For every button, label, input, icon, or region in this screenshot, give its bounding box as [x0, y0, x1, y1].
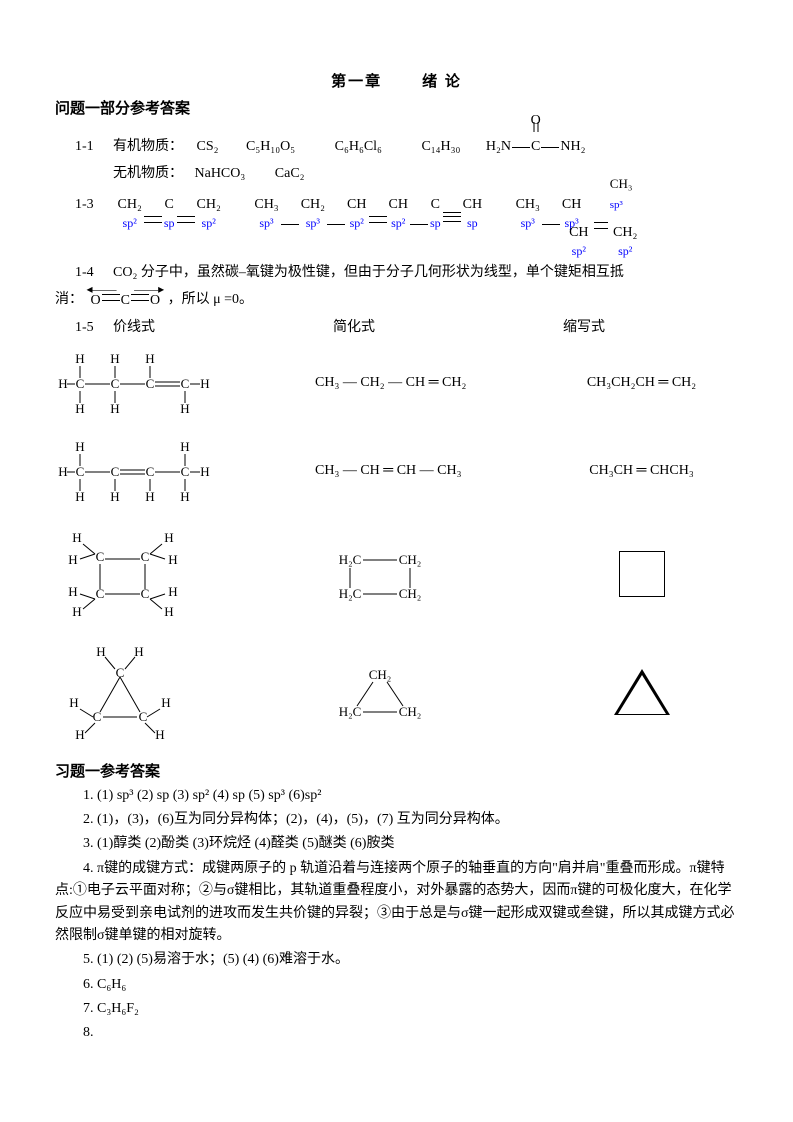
svg-text:C: C	[76, 464, 85, 479]
svg-text:H: H	[164, 604, 173, 619]
svg-text:H: H	[180, 401, 189, 416]
ex-4: 4. π键的成键方式：成键两原子的 p 轨道沿着与连接两个原子的轴垂直的方向"肩…	[55, 858, 738, 948]
svg-text:CH₂: CH₂	[369, 667, 392, 682]
ex-6: 6. C₆H₆	[55, 974, 738, 996]
q1-1-inorganic: 无机物质： NaHCO₃ CaC₂	[113, 163, 738, 184]
svg-text:H: H	[75, 401, 84, 416]
svg-text:H: H	[180, 439, 189, 454]
svg-text:H: H	[75, 489, 84, 504]
q1-3: 1-3 CH₂sp² Csp CH₂sp² CH₃sp³ CH₂sp³ CHsp…	[55, 194, 738, 232]
svg-text:H: H	[72, 604, 81, 619]
svg-text:CH₂: CH₂	[399, 552, 422, 567]
svg-text:H: H	[69, 695, 78, 710]
svg-text:H: H	[134, 647, 143, 659]
svg-text:H: H	[110, 489, 119, 504]
ex-8: 8.	[55, 1022, 738, 1044]
svg-text:C: C	[96, 586, 105, 601]
ex-5: 5. (1) (2) (5)易溶于水；(5) (4) (6)难溶于水。	[55, 949, 738, 971]
svg-text:H: H	[58, 376, 67, 391]
triangle-icon	[614, 669, 670, 715]
q1-5-labels: 1-5 价线式 简化式 缩写式	[55, 317, 738, 338]
svg-text:H₂C: H₂C	[339, 704, 362, 719]
svg-text:C: C	[181, 376, 190, 391]
svg-text:H₂C: H₂C	[339, 552, 362, 567]
cyclobutane-full: CCCC HHHH HHHH	[55, 524, 205, 629]
urea-structure: O H₂NCNH₂	[486, 136, 586, 157]
svg-text:C: C	[141, 549, 150, 564]
svg-text:C: C	[146, 464, 155, 479]
svg-text:C: C	[111, 376, 120, 391]
row-b: HH CCCC HH HHHH CH₃ — CH ═ CH — CH₃ CH₃C…	[55, 436, 738, 506]
svg-text:H: H	[58, 464, 67, 479]
co2-structure: ◂————▸ OCO	[91, 290, 161, 311]
svg-text:C: C	[181, 464, 190, 479]
svg-text:H: H	[161, 695, 170, 710]
svg-text:H: H	[96, 647, 105, 659]
svg-text:C: C	[76, 376, 85, 391]
svg-text:C: C	[96, 549, 105, 564]
svg-text:C: C	[116, 665, 125, 680]
svg-text:H: H	[110, 351, 119, 366]
svg-text:CH₂: CH₂	[399, 704, 422, 719]
ex-3: 3. (1)醇类 (2)酚类 (3)环烷烃 (4)醛类 (5)醚类 (6)胺类	[55, 833, 738, 855]
svg-text:H: H	[145, 489, 154, 504]
svg-text:H: H	[168, 552, 177, 567]
row-a: HHH CCCC HH HHH CH₃ — CH₂ — CH ═ CH₂ CH₃…	[55, 348, 738, 418]
butene2-full-structure: HH CCCC HH HHHH	[55, 436, 265, 506]
svg-text:H: H	[155, 727, 164, 742]
cyclopropane-full: C C C H H H H H H	[55, 647, 215, 742]
q1-1: 1-1有机物质： CS₂ C₅H₁₀O₅ C₆H₆Cl₆ C₁₄H₃₀ O H₂…	[55, 136, 738, 157]
row-c: CCCC HHHH HHHH H₂CCH₂ H₂CCH₂	[55, 524, 738, 629]
svg-text:C: C	[111, 464, 120, 479]
svg-text:H₂C: H₂C	[339, 586, 362, 601]
svg-text:C: C	[139, 709, 148, 724]
ex-1: 1. (1) sp³ (2) sp (3) sp² (4) sp (5) sp³…	[55, 785, 738, 807]
svg-text:H: H	[145, 351, 154, 366]
cyclobutane-simple: H₂C CH₂ H₂C CH₂	[315, 546, 455, 606]
ex-2: 2. (1)，(3)，(6)互为同分异构体；(2)，(4)，(5)，(7) 互为…	[55, 809, 738, 831]
svg-text:H: H	[110, 401, 119, 416]
svg-text:H: H	[68, 584, 77, 599]
svg-text:H: H	[168, 584, 177, 599]
svg-text:H: H	[75, 351, 84, 366]
svg-text:H: H	[75, 439, 84, 454]
section2-heading: 习题一参考答案	[55, 760, 738, 781]
svg-text:H: H	[200, 464, 209, 479]
svg-text:CH₂: CH₂	[399, 586, 422, 601]
svg-text:C: C	[141, 586, 150, 601]
cyclopropane-simple: CH₂ H₂C CH₂	[315, 664, 455, 724]
square-icon	[619, 551, 665, 597]
svg-text:H: H	[200, 376, 209, 391]
chapter-title: 第一章绪 论	[55, 70, 738, 91]
svg-text:H: H	[68, 552, 77, 567]
section1-heading: 问题一部分参考答案	[55, 97, 738, 118]
row-d: C C C H H H H H H CH₂ H₂C CH₂	[55, 647, 738, 742]
svg-text:H: H	[164, 530, 173, 545]
svg-text:H: H	[180, 489, 189, 504]
ex-7: 7. C₃H₆F₂	[55, 998, 738, 1020]
svg-text:H: H	[72, 530, 81, 545]
svg-text:C: C	[93, 709, 102, 724]
butene-full-structure: HHH CCCC HH HHH	[55, 348, 255, 418]
svg-text:H: H	[75, 727, 84, 742]
svg-text:C: C	[146, 376, 155, 391]
